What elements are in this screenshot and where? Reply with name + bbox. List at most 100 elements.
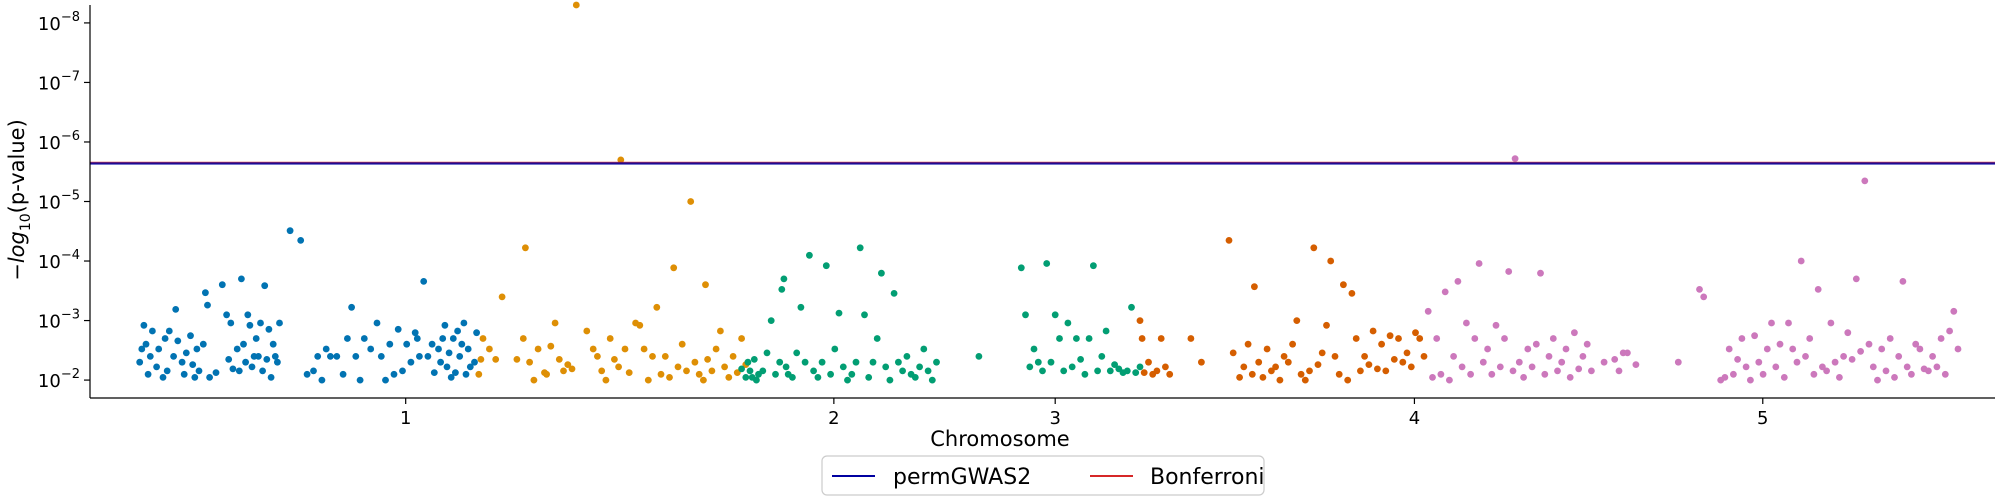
- chr3-point: [738, 365, 745, 373]
- chr3-point: [886, 376, 894, 384]
- chr3-point: [1064, 319, 1072, 327]
- chr5-point: [1751, 332, 1758, 340]
- chr3-point: [810, 367, 817, 375]
- chr5-point: [1520, 374, 1527, 381]
- chr5-point: [1755, 358, 1763, 366]
- chr5-point: [1763, 345, 1771, 353]
- chr5-point: [1865, 340, 1873, 348]
- chr5-point: [1575, 365, 1583, 373]
- chr3-point: [1051, 311, 1059, 319]
- x-tick-label: 3: [1049, 408, 1060, 429]
- y-tick-base: 10: [38, 312, 61, 333]
- chr3-point: [1111, 361, 1118, 368]
- y-tick-label: 10−7: [38, 69, 80, 94]
- chr3-point: [750, 356, 758, 363]
- chr1-point: [413, 335, 421, 342]
- chr5-point: [1759, 370, 1767, 378]
- chr3-point: [776, 358, 784, 366]
- chr3-point: [890, 290, 898, 297]
- chr3-point: [1043, 260, 1051, 267]
- y-axis-ticks: 10−810−710−610−510−410−310−2: [38, 10, 90, 392]
- chr1-point: [344, 335, 351, 342]
- chr4-point: [1240, 363, 1248, 371]
- chr5-point: [1916, 345, 1924, 353]
- chr2-point: [702, 281, 709, 289]
- chr4-point: [1225, 237, 1233, 244]
- chr5-point: [1537, 269, 1544, 277]
- chr5-point: [1583, 340, 1591, 348]
- chr4-point: [1374, 365, 1381, 373]
- chr4-point: [1399, 358, 1407, 366]
- chr5-point: [1467, 370, 1474, 378]
- chr3-point: [801, 358, 809, 366]
- chr5-point: [1857, 348, 1864, 355]
- chr4-point: [1229, 349, 1237, 357]
- chr4-point: [1306, 367, 1313, 375]
- chr4-point: [1187, 335, 1195, 342]
- chr1-point: [303, 370, 311, 378]
- chr4-point: [1244, 340, 1252, 348]
- chr5-point: [1772, 363, 1780, 371]
- y-tick-exponent: −2: [61, 367, 80, 382]
- chr1-point: [399, 367, 406, 375]
- chr3-point: [1094, 367, 1101, 375]
- chr1-point: [178, 358, 186, 366]
- y-tick-exponent: −3: [61, 308, 80, 323]
- chr5-point: [1450, 353, 1457, 360]
- chr3-point: [878, 269, 885, 277]
- chr5-point: [1515, 358, 1523, 366]
- chr3-point: [1106, 367, 1114, 375]
- chr3-point: [814, 374, 822, 381]
- chr3-point: [848, 370, 856, 378]
- chr5-point: [1937, 335, 1945, 342]
- chr5-point: [1725, 345, 1733, 353]
- chr2-point: [687, 198, 695, 205]
- chr2-point: [625, 369, 633, 376]
- chr1-point: [314, 353, 322, 360]
- chr5-point: [1505, 268, 1513, 275]
- chr3-point: [975, 353, 983, 360]
- chr3-point: [844, 376, 851, 384]
- chr1-point: [352, 353, 360, 360]
- chr1-point: [297, 237, 305, 244]
- chr4-point: [1416, 335, 1424, 342]
- chr1-point: [246, 321, 254, 329]
- chr1-point: [187, 332, 194, 340]
- chr1-point: [428, 340, 436, 348]
- chr5-point: [1903, 363, 1911, 371]
- chr5-point: [1861, 177, 1869, 185]
- chr3-point: [831, 345, 839, 353]
- chr4-point: [1157, 335, 1165, 342]
- chr1-point: [144, 370, 152, 378]
- chr1-point: [367, 345, 375, 353]
- chr5-point: [1802, 353, 1809, 360]
- chr1-point: [462, 370, 470, 378]
- chr4-point: [1236, 374, 1243, 381]
- chr1-point: [212, 369, 220, 376]
- chr3-point: [1132, 369, 1140, 376]
- chr3-point: [1123, 367, 1131, 375]
- chr3-point: [1022, 311, 1029, 319]
- chr3-point: [865, 374, 873, 381]
- chr4-point: [1145, 358, 1152, 366]
- chr1-point: [195, 367, 203, 375]
- chr3-point: [1085, 335, 1093, 342]
- chr5-point: [1624, 349, 1631, 357]
- y-tick-exponent: −5: [61, 189, 80, 204]
- chr4-point: [1378, 340, 1385, 348]
- chr5-point: [1776, 340, 1784, 348]
- chr3-point: [778, 286, 786, 293]
- chr5-point: [1554, 367, 1561, 375]
- chr4-point: [1340, 281, 1347, 289]
- chr4-point: [1138, 335, 1146, 342]
- chr1-point: [223, 311, 231, 319]
- chr2-point: [704, 356, 711, 363]
- chr4-point: [1198, 358, 1205, 366]
- threshold-lines: [90, 161, 1995, 165]
- chr2-point: [594, 353, 601, 360]
- chr5-point: [1797, 257, 1805, 265]
- y-tick-label: 10−6: [38, 129, 80, 154]
- chr1-point: [140, 321, 148, 329]
- y-axis-title-suffix: (p-value): [5, 119, 29, 213]
- chr2-point: [617, 156, 625, 164]
